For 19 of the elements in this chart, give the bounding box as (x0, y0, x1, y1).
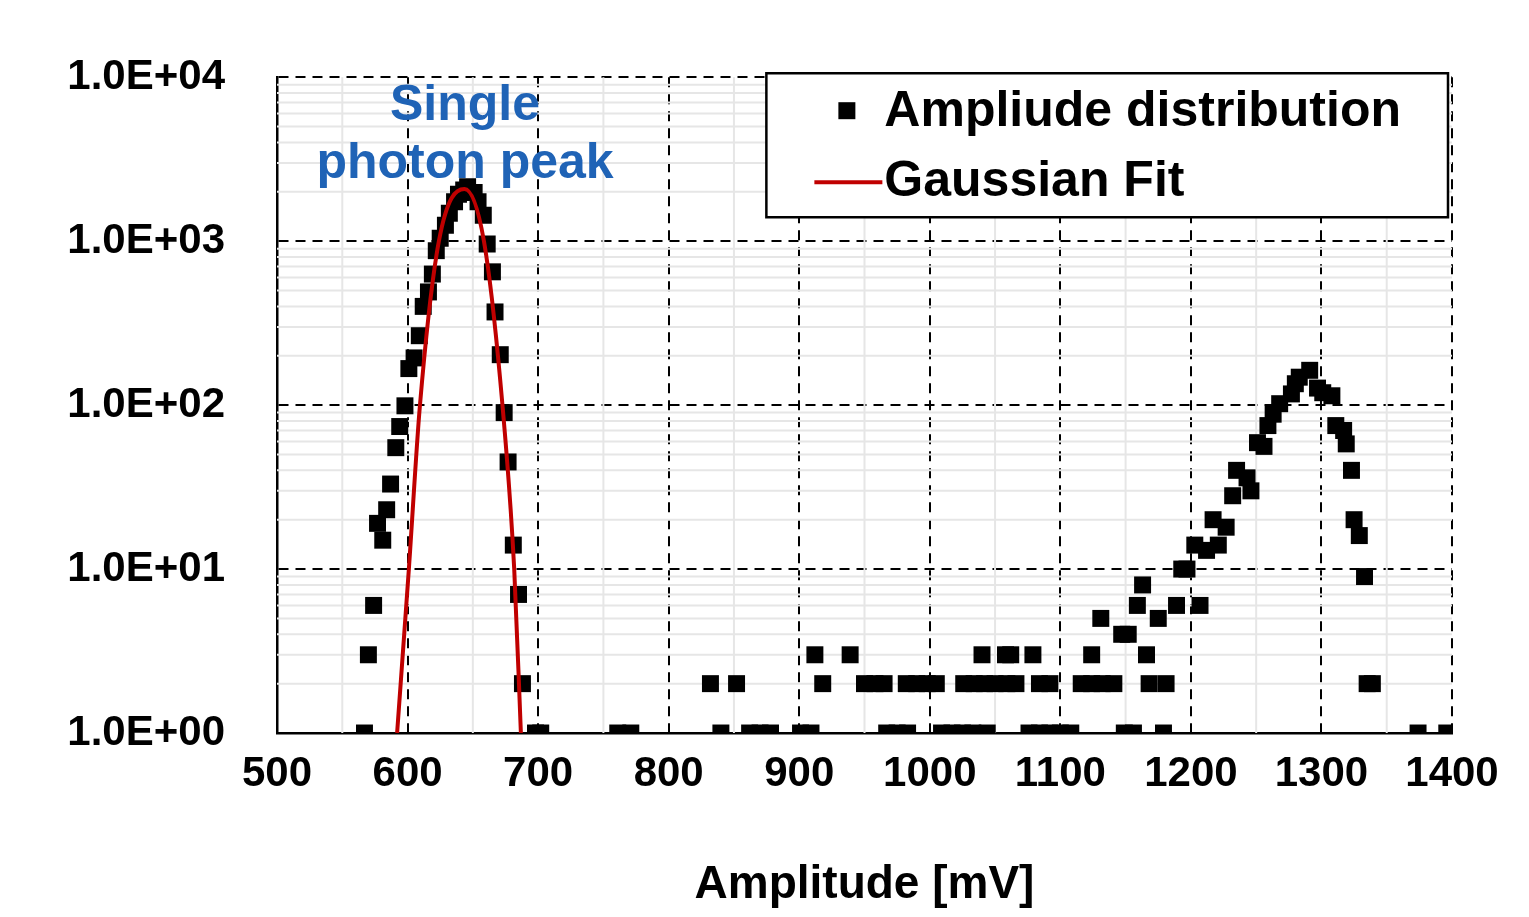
x-tick-label: 1000 (883, 747, 977, 795)
x-tick-label: 500 (241, 747, 313, 795)
legend-label: Gaussian Fit (884, 150, 1185, 207)
y-tick-label: 1.0E+03 (67, 214, 225, 262)
x-tick-label: 900 (764, 747, 835, 795)
x-tick-label: 700 (503, 747, 574, 795)
y-tick-label: 1.0E+01 (67, 542, 225, 590)
x-tick-label: 800 (633, 747, 704, 795)
x-tick-label: 1300 (1274, 747, 1369, 795)
y-tick-label: 1.0E+00 (67, 706, 225, 754)
x-tick-label: 1200 (1144, 747, 1238, 795)
x-tick-label: 1100 (1014, 747, 1106, 795)
x-axis-title: Amplitude [mV] (694, 856, 1035, 909)
x-tick-label: 600 (372, 747, 443, 795)
legend-label: Ampliude distribution (884, 80, 1402, 137)
annotation: Single photon peak (316, 74, 614, 189)
y-tick-label: 1.0E+02 (67, 378, 225, 426)
x-tick-label: 1400 (1405, 747, 1499, 795)
y-tick-label: 1.0E+04 (67, 50, 226, 98)
